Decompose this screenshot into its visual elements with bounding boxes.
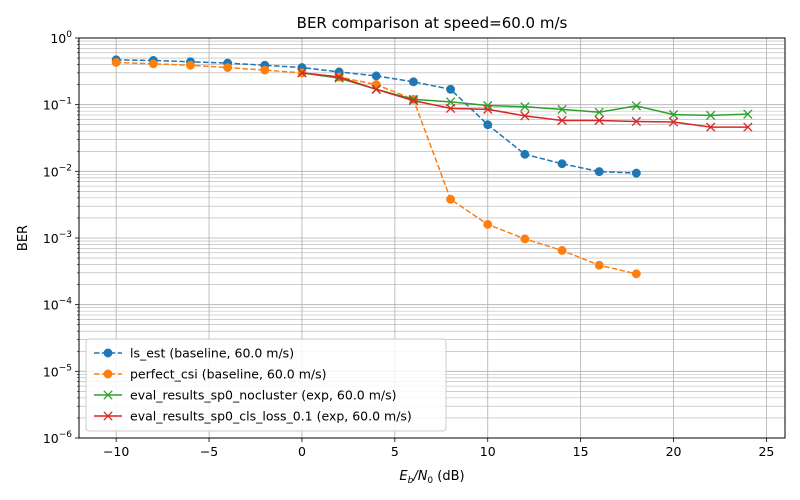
x-tick-label: −5 (200, 444, 218, 459)
data-point (446, 84, 456, 94)
data-point (483, 219, 493, 229)
y-axis-label: BER (16, 225, 31, 251)
legend-label: eval_results_sp0_cls_loss_0.1 (exp, 60.0… (130, 409, 412, 424)
chart-title: BER comparison at speed=60.0 m/s (297, 14, 568, 32)
data-point (103, 348, 113, 358)
data-point (483, 120, 493, 130)
data-point-stroke (334, 73, 344, 83)
data-point (668, 109, 679, 120)
x-axis-label: Eb/N0 (dB) (399, 469, 464, 486)
data-point-stroke (520, 102, 530, 112)
x-tick-label: −10 (103, 444, 129, 459)
data-point (103, 369, 113, 379)
data-point-stroke (706, 122, 716, 132)
data-point (186, 60, 195, 70)
data-point-stroke (743, 109, 753, 119)
data-point (520, 102, 530, 112)
data-point (668, 117, 679, 127)
data-point (148, 59, 158, 69)
data-point (334, 73, 344, 83)
data-point (594, 115, 604, 126)
legend-item: ls_est (baseline, 60.0 m/s) (94, 346, 294, 361)
data-point (594, 260, 604, 270)
data-point (103, 411, 113, 421)
x-tick-label: 25 (758, 444, 774, 459)
legend-label: ls_est (baseline, 60.0 m/s) (130, 346, 294, 361)
data-point-stroke (483, 104, 493, 115)
data-point (408, 77, 418, 87)
data-point (371, 71, 381, 81)
data-point (520, 149, 530, 159)
legend-box (85, 338, 447, 432)
x-tick-label: 0 (298, 444, 306, 459)
data-point (557, 246, 567, 255)
data-point (297, 68, 307, 78)
data-point-stroke (706, 110, 716, 121)
data-point (483, 104, 493, 115)
legend-label: eval_results_sp0_nocluster (exp, 60.0 m/… (130, 388, 397, 403)
data-point (557, 115, 567, 126)
data-point (446, 194, 456, 204)
data-point-stroke (520, 111, 530, 121)
data-point (557, 159, 567, 169)
data-point (594, 107, 604, 117)
data-point-stroke (408, 95, 419, 106)
data-point-stroke (103, 411, 113, 421)
data-point-stroke (631, 116, 642, 127)
data-point-stroke (334, 72, 344, 82)
data-point (706, 110, 716, 121)
data-point (706, 122, 716, 132)
data-point (334, 72, 344, 82)
data-point (631, 269, 641, 279)
series-eval_results_sp0_cls_loss_0.1 (297, 68, 753, 132)
data-point-stroke (371, 84, 381, 94)
data-point (520, 111, 530, 121)
data-point (408, 95, 419, 106)
data-point-stroke (297, 68, 307, 78)
data-point-stroke (103, 390, 113, 400)
data-point (483, 100, 493, 111)
x-tick-label: 15 (573, 444, 589, 459)
data-point-stroke (445, 103, 456, 114)
data-point-stroke (668, 117, 679, 127)
data-point-stroke (408, 94, 419, 105)
data-point (594, 167, 604, 177)
data-point (408, 94, 419, 105)
data-point (260, 65, 270, 75)
data-point-stroke (631, 101, 642, 111)
legend: ls_est (baseline, 60.0 m/s) perfect_csi (… (85, 338, 447, 432)
data-point (111, 57, 121, 67)
data-point-stroke (594, 107, 604, 117)
data-point-stroke (594, 115, 604, 126)
data-point (557, 104, 567, 115)
data-point-stroke (668, 109, 679, 120)
data-point (223, 63, 233, 73)
data-point (631, 101, 642, 111)
data-point (445, 103, 456, 114)
legend-label: perfect_csi (baseline, 60.0 m/s) (130, 367, 326, 382)
data-point (631, 168, 641, 178)
x-tick-label: 10 (480, 444, 496, 459)
legend-item: eval_results_sp0_nocluster (exp, 60.0 m/… (94, 388, 397, 403)
data-point-stroke (557, 104, 567, 115)
data-point-stroke (557, 115, 567, 126)
series-layer (111, 55, 753, 279)
data-point (743, 109, 753, 119)
data-point (631, 116, 642, 127)
data-point-stroke (483, 100, 493, 111)
data-point (371, 84, 381, 94)
data-point (743, 122, 753, 132)
x-tick-label: 20 (666, 444, 682, 459)
legend-item: eval_results_sp0_cls_loss_0.1 (exp, 60.0… (94, 409, 412, 424)
data-point (103, 390, 113, 400)
legend-item: perfect_csi (baseline, 60.0 m/s) (94, 367, 326, 382)
data-point-stroke (743, 122, 753, 132)
x-tick-label: 5 (391, 444, 399, 459)
data-point (520, 234, 530, 244)
